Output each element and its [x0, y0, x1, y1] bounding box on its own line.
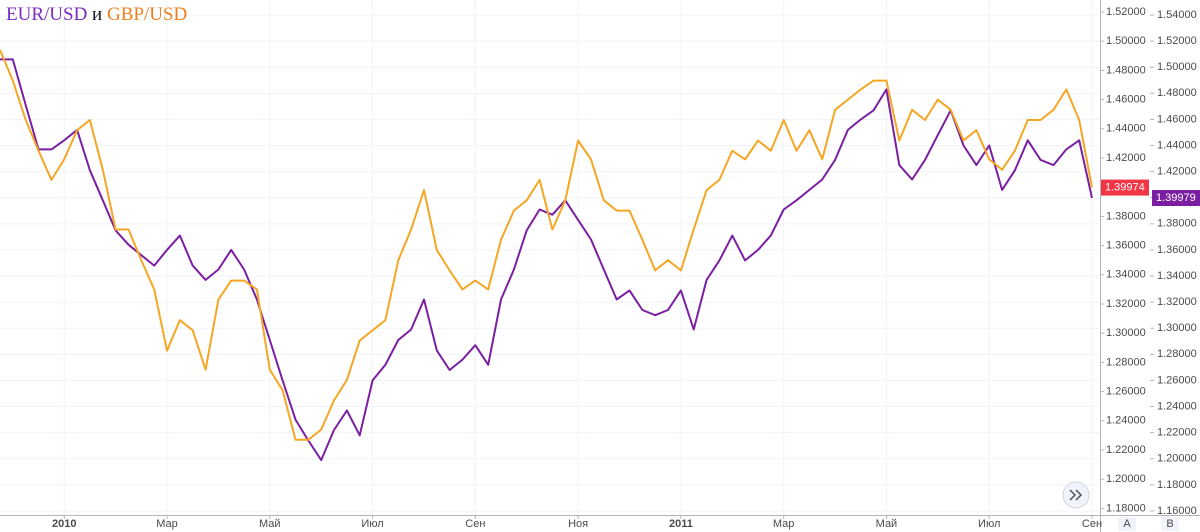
scale-button-label[interactable]: B: [1166, 518, 1173, 530]
x-tick-label: Мар: [773, 518, 795, 530]
y2-tick-label: 1.46000: [1106, 93, 1146, 105]
x-tick-label: Сен: [1082, 518, 1102, 530]
scale-button[interactable]: [1118, 517, 1136, 531]
y2-tick-label: 1.32000: [1106, 298, 1146, 310]
y2-tick-label: 1.22000: [1106, 444, 1146, 456]
x-tick-label: Мар: [156, 518, 178, 530]
y-tick-label: 1.34000: [1157, 270, 1197, 282]
y-tick-label: 1.50000: [1157, 61, 1197, 73]
y2-tick-label: 1.24000: [1106, 415, 1146, 427]
y-tick-label: 1.52000: [1157, 35, 1197, 47]
x-tick-label: Май: [259, 518, 281, 530]
y-tick-label: 1.32000: [1157, 296, 1197, 308]
title-series-1: EUR/USD: [6, 4, 87, 25]
y2-tick-label: 1.50000: [1106, 35, 1146, 47]
y-tick-label: 1.42000: [1157, 166, 1197, 178]
y-tick-label: 1.16000: [1157, 505, 1197, 517]
y2-tick-label: 1.34000: [1106, 269, 1146, 281]
last-value-label: 1.39979: [1156, 192, 1196, 204]
x-tick-label: Май: [876, 518, 898, 530]
y-tick-label: 1.36000: [1157, 244, 1197, 256]
title-joiner: и: [92, 4, 102, 25]
last-value-label: 1.39974: [1105, 181, 1145, 193]
y2-tick-label: 1.42000: [1106, 152, 1146, 164]
y-tick-label: 1.26000: [1157, 374, 1197, 386]
y-tick-label: 1.18000: [1157, 479, 1197, 491]
y-tick-label: 1.24000: [1157, 400, 1197, 412]
y-tick-label: 1.28000: [1157, 348, 1197, 360]
plot: [0, 49, 1093, 462]
scale-button-label[interactable]: A: [1123, 518, 1131, 530]
y-tick-label: 1.44000: [1157, 139, 1197, 151]
y-tick-label: 1.22000: [1157, 427, 1197, 439]
y-tick-label: 1.30000: [1157, 322, 1197, 334]
y2-tick-label: 1.26000: [1106, 386, 1146, 398]
x-tick-label: Ноя: [568, 518, 588, 530]
last-value-box: [1101, 179, 1149, 196]
scroll-icon: [1069, 489, 1083, 501]
y2-tick-label: 1.36000: [1106, 240, 1146, 252]
series-line: [0, 49, 1093, 441]
y-tick-label: 1.46000: [1157, 113, 1197, 125]
scroll-button[interactable]: [1062, 481, 1090, 509]
x-tick-label: 2011: [669, 518, 693, 530]
series-line: [0, 58, 1093, 462]
y2-tick-label: 1.28000: [1106, 356, 1146, 368]
y2-tick-label: 1.52000: [1106, 6, 1146, 18]
x-tick-label: Июл: [361, 518, 383, 530]
chart-title: EUR/USD и GBP/USD: [6, 4, 187, 25]
last-value-box: [1152, 189, 1200, 206]
y2-tick-label: 1.44000: [1106, 123, 1146, 135]
x-tick-label: Июл: [978, 518, 1000, 530]
axes: 1.16000 1.18000 1.20000 1.22000 1.24000 1.260…: [52, 6, 1200, 531]
title-series-2: GBP/USD: [107, 4, 187, 25]
y2-tick-label: 1.48000: [1106, 64, 1146, 76]
y-tick-label: 1.54000: [1157, 9, 1197, 21]
y2-tick-label: 1.30000: [1106, 327, 1146, 339]
y-tick-label: 1.38000: [1157, 218, 1197, 230]
y2-tick-label: 1.20000: [1106, 473, 1146, 485]
y2-tick-label: 1.18000: [1106, 502, 1146, 514]
x-tick-label: 2010: [52, 518, 76, 530]
y-tick-label: 1.20000: [1157, 453, 1197, 465]
y-tick-label: 1.48000: [1157, 87, 1197, 99]
scale-button[interactable]: [1161, 517, 1179, 531]
y2-tick-label: 1.38000: [1106, 210, 1146, 222]
x-tick-label: Сен: [465, 518, 485, 530]
